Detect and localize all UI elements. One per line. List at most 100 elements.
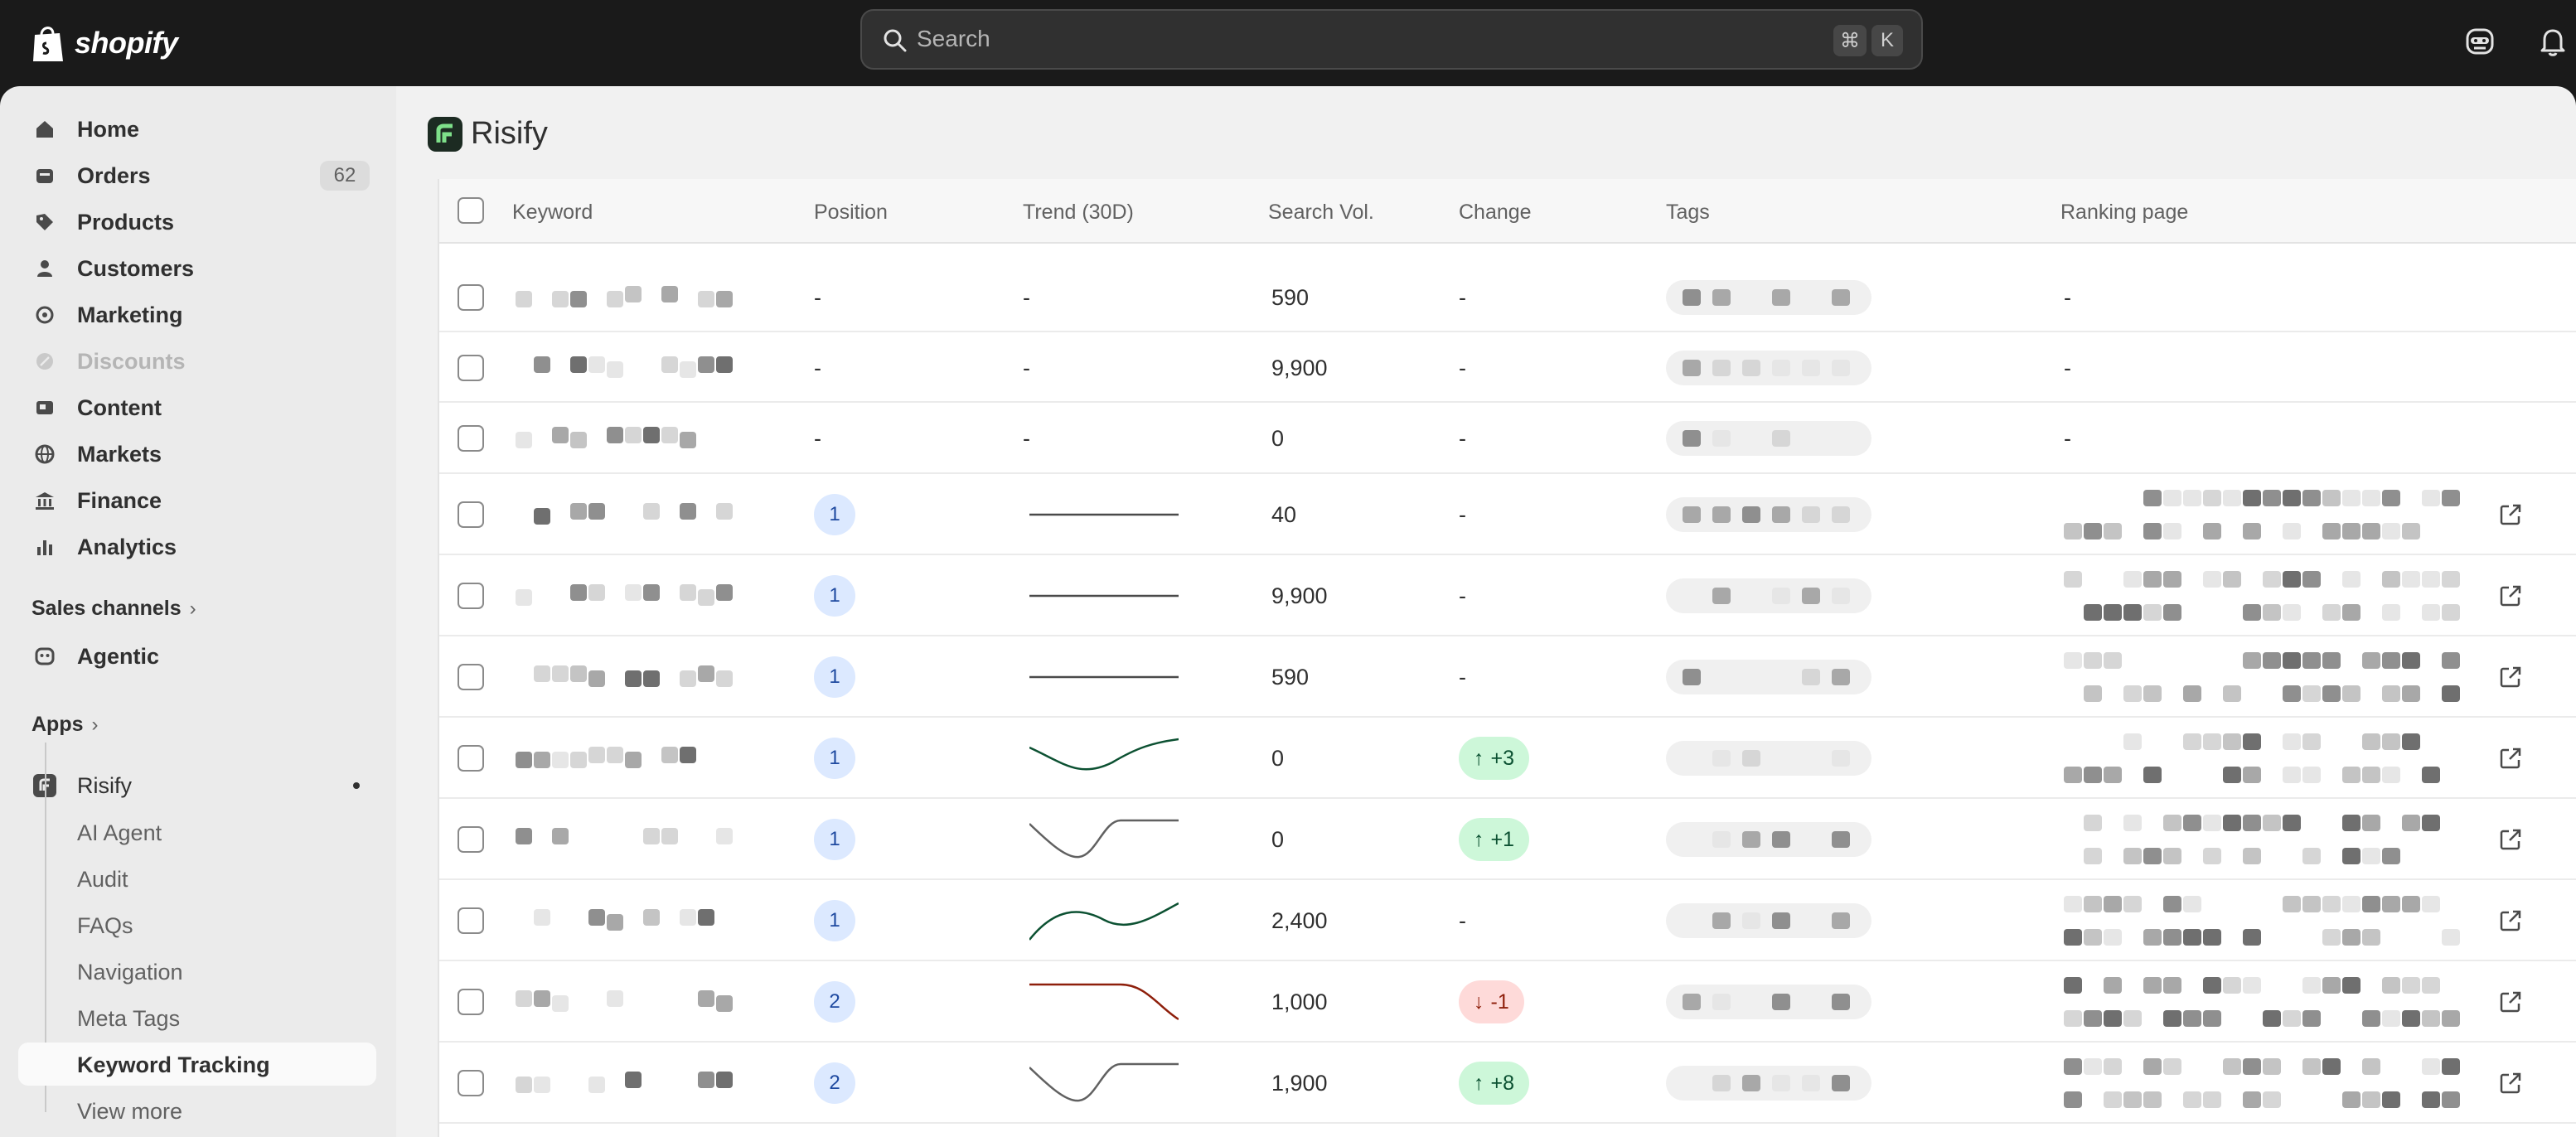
external-link-icon[interactable] [2498,502,2523,527]
subitem-label: Meta Tags [77,1006,181,1031]
main-content: Risify Keyword Position Trend (30D) Sear… [396,86,2576,1137]
table-row[interactable]: - - 0 - - [439,403,2576,474]
discount-icon [36,353,53,370]
sidebar-item-discounts[interactable]: Discounts [18,340,376,383]
search-placeholder: Search [917,26,990,51]
shopify-logo[interactable]: shopify [30,18,178,68]
apps-heading[interactable]: Apps › [31,713,99,737]
row-checkbox[interactable] [458,583,484,609]
table-row[interactable]: 1 9,900 - [439,555,2576,636]
external-link-icon[interactable] [2498,665,2523,689]
external-link-icon[interactable] [2498,989,2523,1014]
change-value: - [1459,583,1466,608]
subitem-label: Navigation [77,960,183,985]
table-row[interactable]: 2 1,000 ↓ -1 [439,961,2576,1043]
brand-name: shopify [75,26,178,60]
table-row[interactable]: 1 0 ↑ +3 [439,718,2576,799]
table-row[interactable]: 1 40 - [439,474,2576,555]
change-badge: ↑ +1 [1459,818,1530,861]
table-row[interactable]: 1 590 - [439,636,2576,718]
sidebar-item-markets[interactable]: Markets [18,433,376,476]
row-checkbox[interactable] [458,501,484,528]
external-link-icon[interactable] [2498,583,2523,608]
sidebar-item-risify[interactable]: Risify [18,764,376,807]
position-value: - [814,355,821,380]
keyword-redacted [516,285,748,309]
external-link-icon[interactable] [2498,827,2523,852]
page-title: Risify [471,116,548,151]
sidebar-subitem-ai-agent[interactable]: AI Agent [18,810,376,854]
top-bar: shopify Search ⌘ K [0,0,2576,86]
search-volume-value: 0 [1271,746,1285,771]
col-change[interactable]: Change [1459,201,1532,224]
col-tags[interactable]: Tags [1666,201,1710,224]
orders-count-badge: 62 [320,161,370,191]
sidebar-subitem-faqs[interactable]: FAQs [18,903,376,946]
table-row[interactable]: 1 0 ↑ +1 [439,799,2576,880]
keyword-redacted [516,828,748,851]
sidebar-item-label: Analytics [77,534,177,559]
external-link-icon[interactable] [2498,746,2523,771]
sidebar-item-finance[interactable]: Finance [18,479,376,522]
trend-sparkline [1029,1062,1179,1102]
sidebar-item-orders[interactable]: Orders 62 [18,154,376,197]
sidebar-subitem-view-more[interactable]: View more [18,1089,376,1132]
ranking-page-redacted [2064,564,2478,627]
row-checkbox[interactable] [458,989,484,1015]
sidebar-item-home[interactable]: Home [18,108,376,151]
sidebar-item-analytics[interactable]: Analytics [18,525,376,568]
sidebar-item-agentic[interactable]: Agentic [18,635,376,678]
keyword-redacted [516,584,748,607]
sidebar-item-label: Orders [77,162,151,188]
table-row[interactable]: 1 2,400 - [439,880,2576,961]
sidebar-item-marketing[interactable]: Marketing [18,293,376,336]
change-value: - [1459,426,1466,451]
sidebar-item-customers[interactable]: Customers [18,247,376,290]
sidebar-subitem-navigation[interactable]: Navigation [18,950,376,993]
trend-sparkline [1029,902,1179,941]
row-checkbox[interactable] [458,826,484,853]
sidebar-item-label: Products [77,209,175,235]
keyword-redacted [516,747,748,770]
search-volume-value: 590 [1271,284,1310,310]
select-all-checkbox[interactable] [458,197,484,224]
row-checkbox[interactable] [458,354,484,381]
col-position[interactable]: Position [814,201,888,224]
chevron-right-icon: › [189,597,196,620]
external-link-icon[interactable] [2498,1071,2523,1096]
sidebar-subitem-meta-tags[interactable]: Meta Tags [18,996,376,1039]
sidebar-item-label: Marketing [77,302,183,327]
col-trend[interactable]: Trend (30D) [1023,201,1134,224]
tags-redacted [1666,822,1871,857]
table-row[interactable]: 2 1,900 ↑ +8 [439,1043,2576,1124]
trend-sparkline [1029,675,1179,679]
subitem-label: Audit [77,867,128,892]
change-value: - [1459,502,1466,527]
sidebar-subitem-keyword-tracking[interactable]: Keyword Tracking [18,1043,376,1086]
col-search-volume[interactable]: Search Vol. [1268,201,1374,224]
table-row[interactable]: - - 590 - - [439,262,2576,332]
sidebar-item-content[interactable]: Content [18,386,376,429]
store-agent-icon[interactable] [2463,25,2496,58]
row-checkbox[interactable] [458,907,484,934]
row-checkbox[interactable] [458,745,484,772]
row-checkbox[interactable] [458,664,484,690]
col-keyword[interactable]: Keyword [512,201,593,224]
trend-sparkline [1029,819,1179,859]
ranking-page-redacted [2064,727,2478,790]
table-row[interactable]: - - 9,900 - - [439,332,2576,403]
search-input[interactable]: Search ⌘ K [860,9,1923,70]
sales-channels-heading[interactable]: Sales channels › [31,597,196,621]
sidebar-item-products[interactable]: Products [18,201,376,244]
col-ranking-page[interactable]: Ranking page [2060,201,2189,224]
change-value: - [1459,908,1466,933]
external-link-icon[interactable] [2498,908,2523,933]
row-checkbox[interactable] [458,425,484,452]
row-checkbox[interactable] [458,1070,484,1096]
bank-icon [36,492,54,510]
row-checkbox[interactable] [458,283,484,311]
shopify-bag-icon [33,27,63,61]
bell-icon[interactable] [2536,25,2569,58]
position-badge: 2 [814,981,855,1023]
sidebar-subitem-audit[interactable]: Audit [18,857,376,900]
